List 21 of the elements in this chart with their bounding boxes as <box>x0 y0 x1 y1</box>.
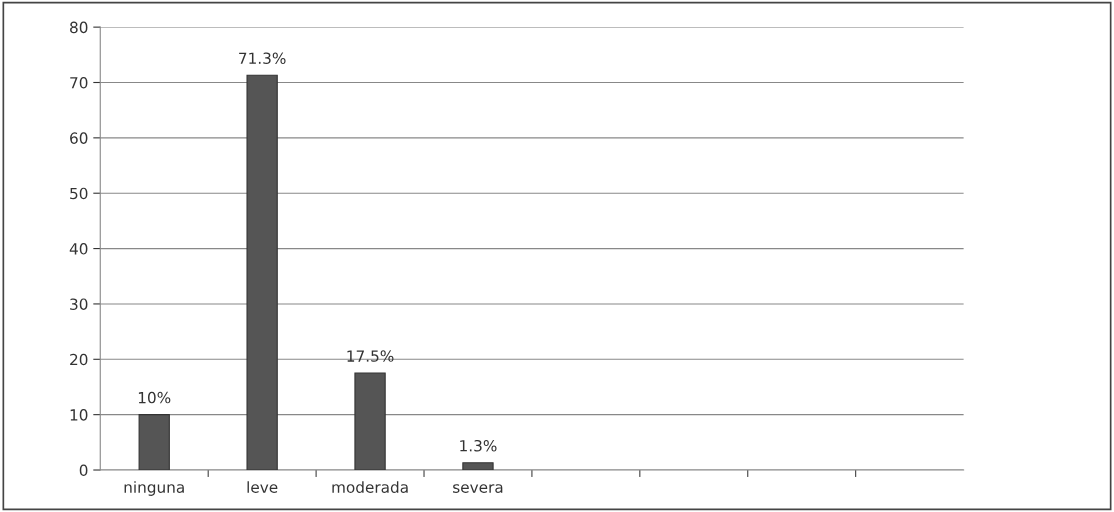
y-tick-label: 60 <box>70 132 88 144</box>
y-tick-label: 20 <box>70 353 88 366</box>
bar <box>138 414 170 471</box>
y-tick-label: 40 <box>69 243 88 255</box>
y-tick-label: 70 <box>70 76 88 89</box>
x-tick-label: moderada <box>332 481 408 493</box>
bar <box>462 462 494 471</box>
bar <box>246 74 278 471</box>
y-tick-label: 10 <box>70 409 88 421</box>
y-tick-label: 0 <box>79 464 88 477</box>
data-label: 10% <box>138 391 171 404</box>
x-tick-label: severa <box>453 484 503 493</box>
y-tick-label: 80 <box>70 21 88 34</box>
x-tick-label: ninguna <box>124 481 184 496</box>
data-label: 71.3% <box>239 52 286 65</box>
data-label: 1.3% <box>460 439 497 452</box>
y-tick-label: 50 <box>70 187 88 200</box>
y-tick-label: 30 <box>70 298 88 310</box>
data-label: 17.5% <box>347 350 394 362</box>
x-tick-label: leve <box>247 481 278 493</box>
bar <box>354 372 386 471</box>
